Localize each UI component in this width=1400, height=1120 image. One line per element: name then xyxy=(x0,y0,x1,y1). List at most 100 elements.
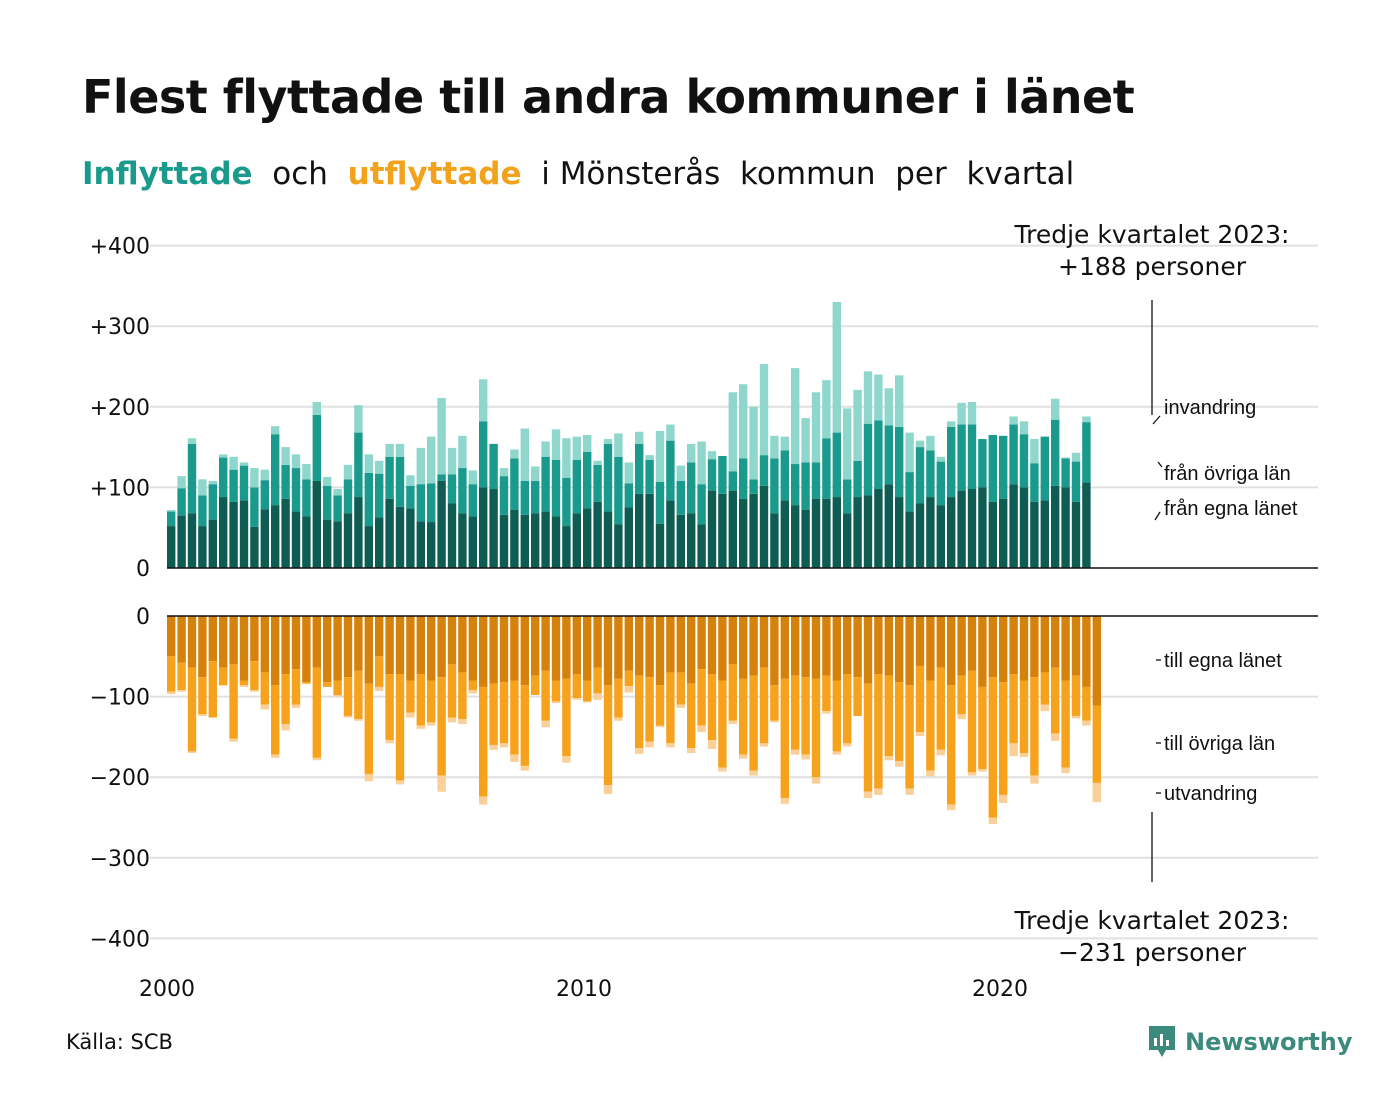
bar-in-s2-23 xyxy=(406,475,415,486)
bar-out-s1-0 xyxy=(167,656,176,692)
bar-in-s1-21 xyxy=(385,456,394,499)
bar-in-s0-52 xyxy=(707,490,717,568)
bar-out-s0-75 xyxy=(947,616,956,686)
bar-out-s2-40 xyxy=(583,701,592,703)
bar-out-s2-78 xyxy=(978,769,987,772)
bar-out-s0-68 xyxy=(874,616,883,675)
bar-in-s1-68 xyxy=(874,420,883,490)
subtitle-utflyttade: utflyttade xyxy=(347,156,522,192)
bar-out-s0-89 xyxy=(1092,616,1101,706)
bar-in-s1-39 xyxy=(572,459,581,514)
bar-in-s1-58 xyxy=(770,458,779,514)
bar-out-s2-17 xyxy=(343,715,353,718)
series-pointer-in-2 xyxy=(1154,511,1161,521)
bar-out-s1-62 xyxy=(811,678,821,778)
bar-out-s1-71 xyxy=(905,685,914,789)
bar-in-s2-61 xyxy=(801,418,810,463)
bar-in-s1-59 xyxy=(780,450,789,501)
bar-in-s1-20 xyxy=(375,473,384,518)
bar-in-s0-12 xyxy=(291,511,301,568)
bar-in-s0-16 xyxy=(333,521,342,568)
bar-in-s2-85 xyxy=(1051,398,1060,420)
annotation-out-line2: −231 personer xyxy=(1058,938,1247,967)
bar-in-s1-55 xyxy=(739,458,748,499)
bar-in-s1-22 xyxy=(395,456,405,507)
bar-in-s0-50 xyxy=(687,513,696,568)
bar-out-s0-28 xyxy=(458,616,467,673)
bar-out-s1-55 xyxy=(739,678,748,755)
bar-out-s2-52 xyxy=(707,740,717,749)
bar-in-s0-57 xyxy=(759,485,769,568)
bar-in-s0-35 xyxy=(531,513,540,568)
bar-in-s0-14 xyxy=(312,480,321,568)
bar-in-s2-88 xyxy=(1082,416,1091,423)
bar-out-s2-19 xyxy=(364,773,373,782)
bar-out-s1-58 xyxy=(770,685,779,721)
bar-out-s0-85 xyxy=(1051,616,1060,668)
bar-in-s0-36 xyxy=(541,511,550,568)
bar-in-s2-30 xyxy=(479,379,488,422)
bar-in-s1-52 xyxy=(707,459,717,491)
bar-in-s1-14 xyxy=(312,414,321,481)
y-tick-out-4: −400 xyxy=(90,927,150,952)
bar-out-s1-2 xyxy=(187,667,197,752)
bar-in-s2-86 xyxy=(1061,457,1070,459)
bar-in-s1-27 xyxy=(447,474,457,504)
bar-out-s2-0 xyxy=(167,691,176,695)
bar-in-s1-62 xyxy=(811,462,821,499)
bar-out-s2-83 xyxy=(1030,775,1039,784)
bar-in-s0-11 xyxy=(281,498,290,568)
bar-in-s1-86 xyxy=(1061,458,1070,488)
bar-in-s0-25 xyxy=(427,522,436,568)
bar-out-s1-79 xyxy=(988,677,997,818)
bar-in-s0-24 xyxy=(416,521,425,568)
bar-out-s1-76 xyxy=(957,675,966,715)
bar-in-s0-73 xyxy=(926,497,935,568)
bar-in-s2-43 xyxy=(614,433,623,457)
bar-out-s2-38 xyxy=(562,756,571,763)
bar-in-s2-83 xyxy=(1030,439,1039,464)
bar-out-s2-88 xyxy=(1082,720,1091,726)
bar-out-s2-80 xyxy=(999,794,1008,803)
bar-in-s2-12 xyxy=(291,454,301,469)
bar-out-s2-71 xyxy=(905,788,914,795)
bar-out-s2-59 xyxy=(780,798,789,804)
y-tick-out-2: −200 xyxy=(90,766,150,791)
bar-out-s1-20 xyxy=(375,656,384,687)
bar-in-s0-46 xyxy=(645,493,654,568)
bar-in-s2-24 xyxy=(416,447,425,485)
bar-out-s2-89 xyxy=(1092,782,1101,803)
bar-in-s1-46 xyxy=(645,459,654,494)
bar-in-s0-81 xyxy=(1009,484,1018,568)
bar-in-s2-11 xyxy=(281,447,290,465)
bar-in-s1-73 xyxy=(926,450,935,498)
bar-in-s2-75 xyxy=(947,421,956,427)
bar-out-s1-70 xyxy=(895,682,904,762)
bar-in-s0-4 xyxy=(208,519,217,568)
bar-out-s0-64 xyxy=(832,616,841,681)
bar-out-s2-11 xyxy=(281,724,290,731)
bar-in-s0-13 xyxy=(302,516,311,568)
bar-out-s0-74 xyxy=(936,616,945,668)
bar-out-s1-23 xyxy=(406,680,415,713)
chart-subtitle: Inflyttade och utflyttade i Mönsterås ko… xyxy=(82,156,1074,192)
bar-out-s0-54 xyxy=(728,616,737,665)
bar-out-s2-81 xyxy=(1009,743,1018,757)
bar-in-s2-45 xyxy=(635,431,644,444)
bar-in-s1-8 xyxy=(250,487,259,527)
bar-in-s0-77 xyxy=(967,489,977,568)
bar-in-s1-32 xyxy=(499,476,509,515)
bar-in-s0-33 xyxy=(510,509,519,568)
bar-in-s0-63 xyxy=(822,498,831,568)
bar-out-s1-59 xyxy=(780,678,789,799)
bar-in-s2-7 xyxy=(239,462,249,466)
bar-out-s2-69 xyxy=(884,756,893,761)
bar-in-s0-69 xyxy=(884,484,893,568)
bar-in-s1-80 xyxy=(999,435,1008,499)
bar-in-s2-27 xyxy=(447,447,457,475)
bar-out-s0-48 xyxy=(666,616,675,673)
bar-in-s2-60 xyxy=(791,368,800,465)
bar-in-s2-74 xyxy=(936,456,945,462)
bar-in-s1-19 xyxy=(364,472,373,527)
